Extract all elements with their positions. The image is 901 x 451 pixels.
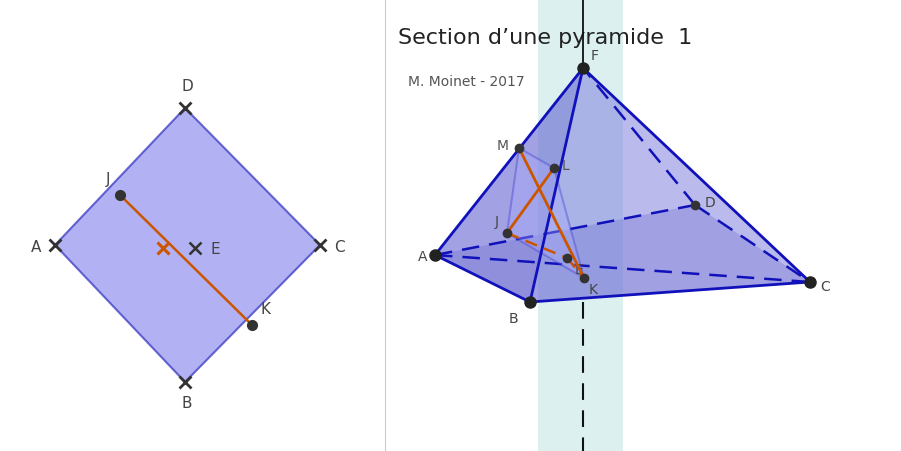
Text: E: E bbox=[210, 243, 220, 258]
Text: E: E bbox=[575, 263, 584, 277]
Polygon shape bbox=[507, 148, 584, 278]
Text: J: J bbox=[105, 172, 110, 187]
Text: M: M bbox=[497, 139, 509, 153]
Text: B: B bbox=[182, 396, 192, 411]
Text: J: J bbox=[495, 215, 499, 229]
Polygon shape bbox=[530, 68, 810, 302]
Bar bbox=[538, 0, 623, 451]
Text: D: D bbox=[181, 79, 193, 94]
Text: A: A bbox=[417, 250, 427, 264]
Text: F: F bbox=[591, 49, 599, 63]
Polygon shape bbox=[435, 68, 583, 302]
Text: C: C bbox=[334, 239, 344, 254]
Text: Section d’une pyramide  1: Section d’une pyramide 1 bbox=[398, 28, 692, 48]
Text: M. Moinet - 2017: M. Moinet - 2017 bbox=[408, 75, 524, 89]
Text: D: D bbox=[705, 196, 715, 210]
Polygon shape bbox=[55, 108, 320, 382]
Text: K: K bbox=[589, 283, 598, 297]
Text: C: C bbox=[820, 280, 830, 294]
Text: K: K bbox=[260, 302, 270, 317]
Text: A: A bbox=[31, 239, 41, 254]
Text: B: B bbox=[508, 312, 518, 326]
Polygon shape bbox=[435, 205, 810, 302]
Text: L: L bbox=[562, 159, 569, 173]
